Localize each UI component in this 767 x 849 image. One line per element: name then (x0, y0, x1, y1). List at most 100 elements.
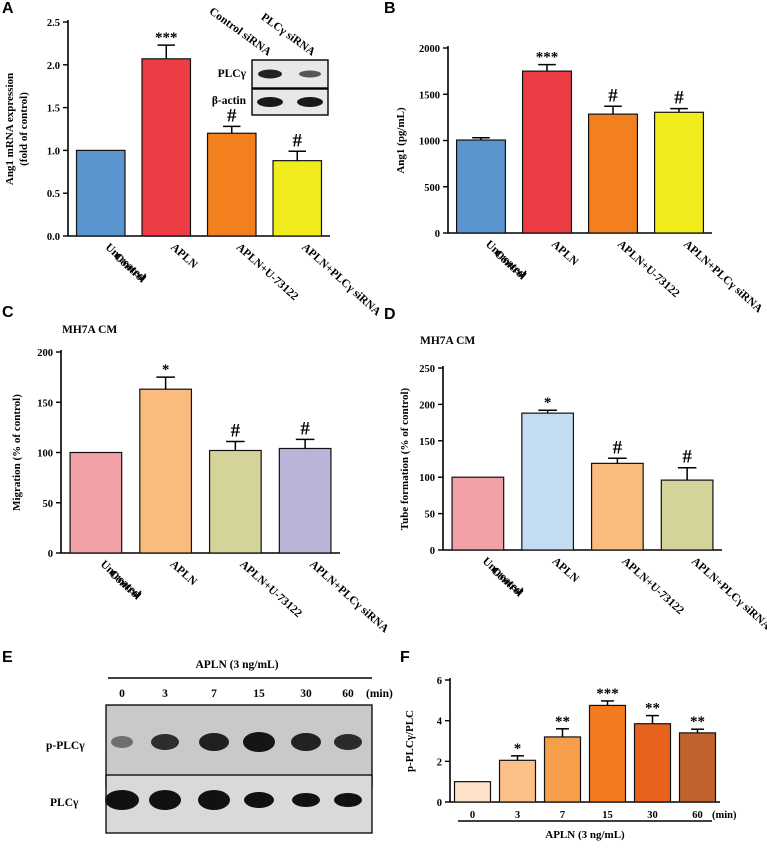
significance-marker: * (544, 395, 552, 411)
inset-row-label-plc: PLCγ (218, 68, 247, 80)
bar (653, 111, 705, 234)
y-tick-label: 1.5 (47, 104, 60, 115)
y-tick-label: 0 (430, 546, 435, 557)
y-tick-label: 2000 (419, 44, 440, 55)
lane-label: 0 (119, 688, 125, 700)
bar (588, 704, 627, 803)
x-category-label: 3 (515, 810, 520, 821)
x-category-label: APLN+U-73122 (615, 238, 682, 300)
panel-letter-f: F (400, 649, 410, 666)
significance-marker: * (162, 362, 170, 378)
bar (590, 462, 644, 551)
blot-band-total (334, 793, 362, 807)
panel-letter-e: E (2, 649, 13, 666)
y-tick-label: 250 (419, 364, 435, 375)
significance-marker: # (682, 447, 692, 468)
y-tick-label: 1.0 (47, 146, 60, 157)
lane-label: 15 (253, 688, 265, 700)
blot-row-label-total: PLCγ (50, 797, 79, 809)
bar (521, 70, 573, 234)
x-category-label: 0 (470, 810, 475, 821)
blot-unit: (min) (366, 688, 393, 700)
bar (451, 476, 505, 551)
y-tick-label: 50 (425, 510, 436, 521)
bar (453, 781, 492, 803)
significance-marker: # (293, 130, 303, 151)
x-category-label: Control (489, 565, 525, 599)
y-tick-label: 0 (48, 549, 53, 560)
bar (660, 479, 714, 551)
y-axis-title: Ang1 (pg/mL) (395, 107, 407, 174)
inset-band (297, 97, 323, 107)
y-tick-label: 0 (437, 798, 442, 809)
x-category-label: 7 (560, 810, 565, 821)
lane-label: 3 (162, 688, 168, 700)
x-unit-label: (min) (712, 810, 737, 821)
blot-row-label-phospho: p-PLCγ (46, 740, 85, 752)
y-tick-label: 0 (435, 229, 440, 240)
panel-letter-d: D (384, 306, 396, 323)
bar (141, 58, 192, 237)
x-category-label: 60 (692, 810, 703, 821)
blot-title: APLN (3 ng/mL) (195, 659, 278, 671)
x-category-label: 15 (602, 810, 613, 821)
bar (633, 723, 672, 803)
x-axis-title: APLN (3 ng/mL) (545, 829, 625, 841)
blot-band-phospho (243, 732, 275, 752)
x-category-label: APLN+PLCγ siRNA (681, 238, 765, 315)
bar (678, 732, 717, 803)
bar (208, 449, 262, 554)
x-category-label: Control (107, 568, 143, 602)
y-tick-label: 100 (419, 473, 435, 484)
x-category-label: APLN+PLCγ siRNA (299, 241, 383, 318)
significance-marker: # (674, 88, 684, 109)
x-category-label: Control (492, 248, 528, 282)
y-axis-title: p-PLCγ/PLC (404, 710, 416, 772)
blot-band-phospho (111, 736, 133, 748)
bar (543, 736, 582, 803)
lane-label: 7 (211, 688, 217, 700)
bar (278, 447, 332, 554)
x-category-label: APLN (168, 241, 200, 271)
y-axis-title: (fold of control) (18, 92, 30, 166)
significance-marker: # (608, 85, 618, 106)
blot-band-total (244, 792, 274, 808)
blot-panel-e: APLN (3 ng/mL) (min) p-PLCγ PLCγ 0 3 7 15 30… (46, 659, 393, 834)
chart-panel-d: 0 50 100 150 200 250 Tube formation (% of cont… (399, 364, 767, 633)
significance-marker: # (613, 437, 623, 458)
x-category-label: APLN+U-73122 (237, 558, 304, 620)
x-category-label: APLN (550, 555, 582, 585)
y-tick-label: 150 (419, 437, 435, 448)
inset-band (257, 97, 283, 107)
x-category-label: Control (111, 251, 147, 285)
significance-marker: # (231, 420, 241, 441)
chart-panel-f: 0 2 4 6 p-PLCγ/PLC 0 * 3 ** 7 *** 15 ** 30 ** 60 (min) AP… (404, 676, 737, 841)
y-tick-label: 2.0 (47, 61, 60, 72)
significance-marker: *** (596, 686, 619, 702)
x-category-label: APLN+U-73122 (619, 555, 686, 617)
bar (139, 388, 193, 554)
x-category-label: APLN+PLCγ siRNA (689, 555, 767, 632)
y-axis-title: Migration (% of control) (11, 394, 23, 511)
y-tick-label: 100 (37, 449, 53, 460)
y-tick-label: 6 (437, 676, 442, 687)
bar (272, 160, 323, 237)
y-axis-title: Ang1 mRNA expression (4, 73, 16, 185)
significance-marker: ** (690, 714, 705, 730)
y-tick-label: 1500 (419, 90, 440, 101)
inset-row-label-actin: β-actin (212, 95, 247, 107)
panel-c-subtitle: MH7A CM (62, 324, 117, 336)
lane-label: 30 (300, 688, 312, 700)
blot-band-phospho (199, 733, 229, 751)
x-category-label: APLN (168, 558, 200, 588)
inset-band (299, 70, 321, 78)
y-tick-label: 2 (437, 757, 442, 768)
significance-marker: *** (536, 50, 559, 66)
significance-marker: ** (645, 701, 660, 717)
y-tick-label: 0.5 (47, 189, 60, 200)
inset-band (258, 69, 282, 79)
x-category-label: APLN (549, 238, 581, 268)
